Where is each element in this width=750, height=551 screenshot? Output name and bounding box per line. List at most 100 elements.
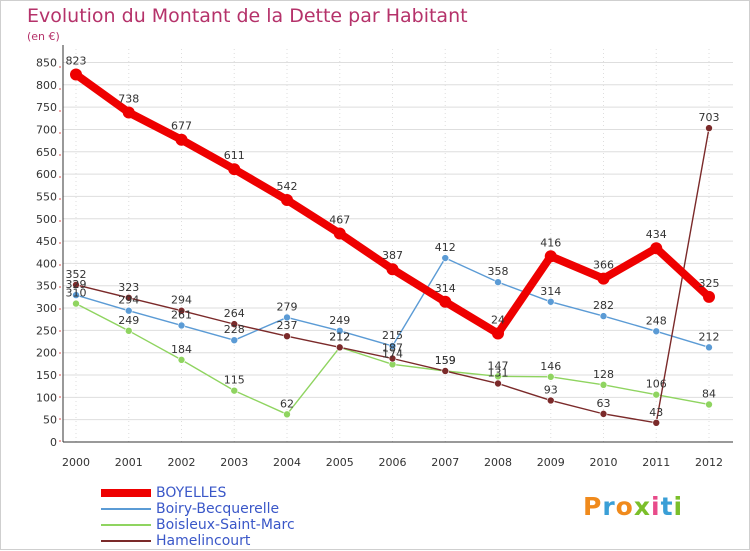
- data-point: [283, 332, 291, 340]
- x-tick-label: 2012: [695, 456, 723, 469]
- logo-letter: r: [602, 492, 616, 521]
- y-tick-label: 50: [43, 414, 57, 427]
- data-label: 93: [544, 383, 558, 396]
- data-label: 738: [118, 92, 139, 105]
- data-label: 279: [277, 300, 298, 313]
- data-label: 703: [699, 111, 720, 124]
- data-label: 146: [540, 360, 561, 373]
- y-tick-label: 800: [36, 79, 57, 92]
- data-point: [228, 163, 241, 176]
- data-label: 212: [699, 330, 720, 343]
- data-point: [124, 306, 133, 315]
- legend-swatch-boiry-becquerelle: [101, 508, 151, 510]
- data-point: [652, 390, 661, 399]
- data-point: [177, 306, 186, 315]
- data-point: [386, 263, 399, 276]
- data-label: 215: [382, 329, 403, 342]
- data-point: [230, 386, 239, 395]
- data-label: 237: [277, 319, 298, 332]
- plot-area: [63, 49, 733, 442]
- y-tick-label: 100: [36, 391, 57, 404]
- logo-letter: o: [615, 492, 634, 521]
- data-point: [72, 299, 80, 308]
- data-label: 63: [597, 397, 611, 410]
- data-label: 248: [646, 314, 667, 327]
- legend-label-boisleux-saint-marc: Boisleux-Saint-Marc: [156, 517, 295, 533]
- data-label: 261: [171, 308, 192, 321]
- data-label: 352: [66, 268, 87, 281]
- data-point: [705, 124, 713, 132]
- data-point: [124, 327, 133, 335]
- data-point: [650, 242, 663, 255]
- data-point: [388, 342, 397, 350]
- data-point: [599, 312, 608, 320]
- data-point: [652, 327, 661, 336]
- data-label: 329: [66, 278, 87, 291]
- logo-letter: i: [651, 492, 661, 521]
- legend-label-boyelles: BOYELLES: [156, 485, 227, 501]
- data-label: 677: [171, 120, 192, 133]
- y-tick-label: 700: [36, 123, 57, 136]
- data-label: 174: [382, 347, 403, 360]
- data-point: [70, 68, 82, 81]
- data-label: 84: [702, 387, 716, 400]
- y-tick-label: 250: [36, 324, 57, 337]
- legend-swatch-boisleux-saint-marc: [101, 524, 151, 526]
- x-tick-label: 2006: [379, 456, 407, 469]
- data-point: [494, 379, 502, 388]
- x-tick-label: 2010: [590, 456, 618, 469]
- y-tick-label: 750: [36, 101, 57, 114]
- logo-letter: x: [633, 492, 651, 521]
- data-point: [283, 313, 291, 322]
- data-label: 823: [66, 55, 87, 68]
- x-tick-label: 2011: [642, 456, 670, 469]
- chart-title: Evolution du Montant de la Dette par Hab…: [27, 5, 468, 27]
- data-point: [599, 410, 608, 418]
- y-tick-label: 150: [36, 369, 57, 382]
- x-tick-label: 2008: [484, 456, 512, 469]
- data-label: 314: [540, 285, 561, 298]
- data-point: [230, 320, 239, 328]
- data-label: 212: [329, 330, 350, 343]
- x-tick-label: 2002: [168, 456, 196, 469]
- data-point: [333, 227, 346, 240]
- y-tick-label: 550: [36, 190, 57, 203]
- data-label: 611: [224, 149, 245, 162]
- y-tick-label: 350: [36, 280, 57, 293]
- x-tick-label: 2009: [537, 456, 565, 469]
- data-label: 294: [118, 294, 139, 307]
- data-point: [177, 321, 186, 330]
- y-tick-label: 650: [36, 146, 57, 159]
- data-point: [705, 400, 713, 409]
- data-point: [230, 336, 239, 344]
- data-label: 187: [382, 342, 403, 355]
- data-label: 358: [488, 265, 509, 278]
- legend-label-hamelincourt: Hamelincourt: [156, 533, 251, 549]
- data-label: 147: [488, 359, 509, 372]
- data-point: [441, 254, 450, 262]
- data-label: 43: [649, 406, 663, 419]
- data-point: [175, 133, 188, 146]
- logo-letter: i: [673, 492, 684, 521]
- data-label: 115: [224, 374, 245, 387]
- data-point: [546, 373, 555, 381]
- data-point: [124, 293, 133, 302]
- logo-letter: t: [660, 492, 674, 521]
- x-tick-label: 2004: [273, 456, 301, 469]
- data-label: 467: [329, 213, 350, 226]
- data-label: 323: [118, 281, 139, 294]
- y-tick-label: 0: [50, 436, 57, 449]
- data-label: 212: [329, 330, 350, 343]
- data-label: 62: [280, 397, 294, 410]
- data-point: [283, 410, 291, 419]
- y-tick-label: 300: [36, 302, 57, 315]
- x-tick-label: 2001: [115, 456, 143, 469]
- data-label: 106: [646, 378, 667, 391]
- data-label: 412: [435, 241, 456, 254]
- data-label: 24: [491, 314, 505, 327]
- data-point: [439, 295, 452, 308]
- data-label: 264: [224, 307, 245, 320]
- legend-swatch-hamelincourt: [101, 540, 151, 542]
- y-tick-label: 200: [36, 347, 57, 360]
- y-tick-label: 400: [36, 257, 57, 270]
